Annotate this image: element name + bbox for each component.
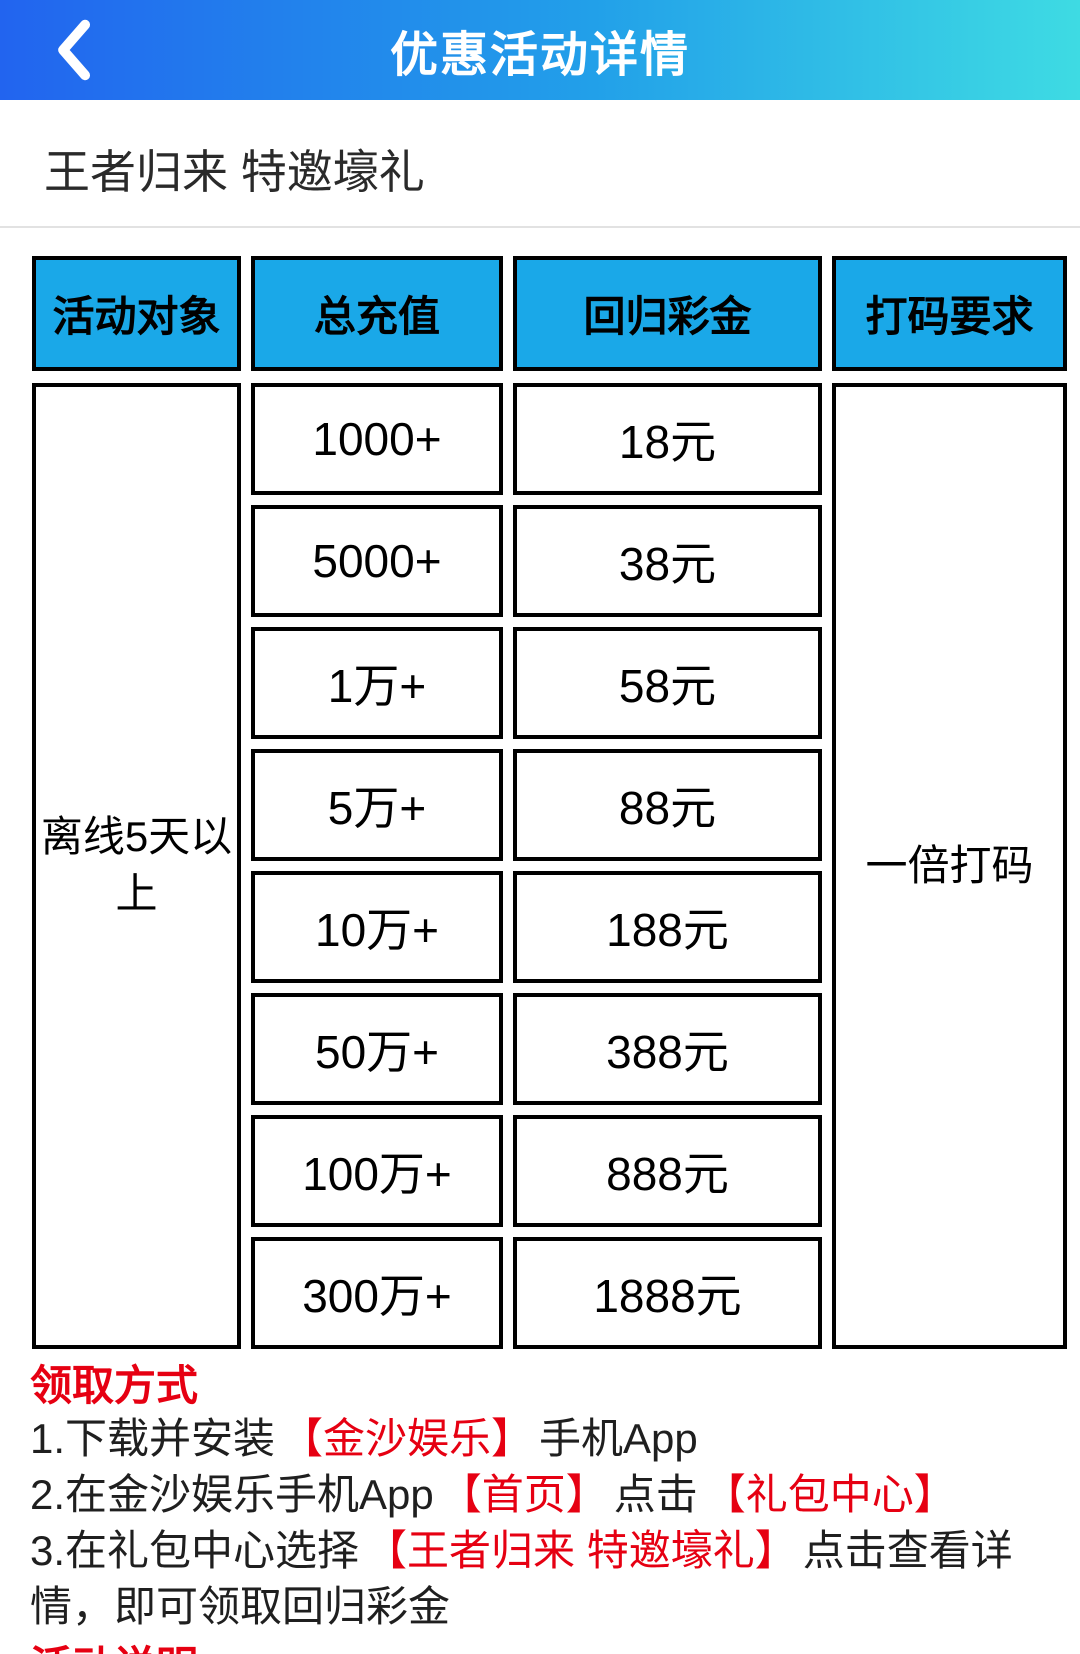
table-row: 18元	[513, 383, 822, 495]
table-row: 58元	[513, 627, 822, 739]
column-bonus: 回归彩金 18元 38元 58元 88元 188元 388元 888元 1888…	[513, 256, 822, 1349]
step-highlight: 【金沙娱乐】	[281, 1415, 534, 1462]
header-target: 活动对象	[32, 256, 241, 371]
cell-wagering: 一倍打码	[832, 383, 1067, 1349]
table-row: 388元	[513, 993, 822, 1105]
page-title-section: 王者归来 特邀壕礼	[0, 100, 1080, 228]
table-row: 100万+	[251, 1115, 503, 1227]
step-highlight: 【王者归来 特邀壕礼】	[365, 1527, 797, 1574]
step-text: 1.下载并安装	[30, 1415, 276, 1462]
back-button[interactable]	[38, 14, 108, 86]
claim-step-3: 3.在礼包中心选择 【王者归来 特邀壕礼】 点击查看详情，即可领取回归彩金	[30, 1523, 1050, 1635]
appbar-title: 优惠活动详情	[389, 29, 690, 82]
claim-heading: 领取方式	[30, 1362, 199, 1409]
header-recharge: 总充值	[251, 256, 503, 371]
claim-section: 领取方式 1.下载并安装 【金沙娱乐】 手机App 2.在金沙娱乐手机App 【首页】…	[0, 1349, 1080, 1654]
step-highlight: 【首页】	[439, 1471, 608, 1518]
step-text: 点击	[613, 1471, 698, 1518]
step-text: 2.在金沙娱乐手机App	[30, 1471, 434, 1518]
chevron-left-icon	[58, 19, 91, 81]
table-row: 10万+	[251, 871, 503, 983]
header-wagering: 打码要求	[832, 256, 1067, 371]
column-target: 活动对象 离线5天以上	[32, 256, 241, 1349]
table-row: 188元	[513, 871, 822, 983]
column-recharge: 总充值 1000+ 5000+ 1万+ 5万+ 10万+ 50万+ 100万+ …	[251, 256, 503, 1349]
table-row: 50万+	[251, 993, 503, 1105]
step-text: 点击查看详情，即可领取回归彩金	[30, 1527, 1013, 1630]
promo-table: 活动对象 离线5天以上 总充值 1000+ 5000+ 1万+ 5万+ 10万+…	[32, 256, 1067, 1349]
table-row: 300万+	[251, 1237, 503, 1349]
claim-step-2: 2.在金沙娱乐手机App 【首页】 点击 【礼包中心】	[30, 1467, 1050, 1523]
claim-step-1: 1.下载并安装 【金沙娱乐】 手机App	[30, 1411, 1050, 1467]
next-section-heading: 活动说明	[30, 1639, 1050, 1654]
page-title: 王者归来 特邀壕礼	[44, 146, 425, 198]
step-highlight: 【礼包中心】	[703, 1471, 956, 1518]
table-row: 1万+	[251, 627, 503, 739]
table-row: 5000+	[251, 505, 503, 617]
table-row: 88元	[513, 749, 822, 861]
step-text: 手机App	[539, 1415, 698, 1462]
appbar: 优惠活动详情	[0, 0, 1080, 100]
table-row: 888元	[513, 1115, 822, 1227]
table-row: 5万+	[251, 749, 503, 861]
header-bonus: 回归彩金	[513, 256, 822, 371]
cell-target: 离线5天以上	[32, 383, 241, 1349]
column-wagering: 打码要求 一倍打码	[832, 256, 1067, 1349]
table-row: 1000+	[251, 383, 503, 495]
step-text: 3.在礼包中心选择	[30, 1527, 360, 1574]
table-row: 1888元	[513, 1237, 822, 1349]
table-row: 38元	[513, 505, 822, 617]
